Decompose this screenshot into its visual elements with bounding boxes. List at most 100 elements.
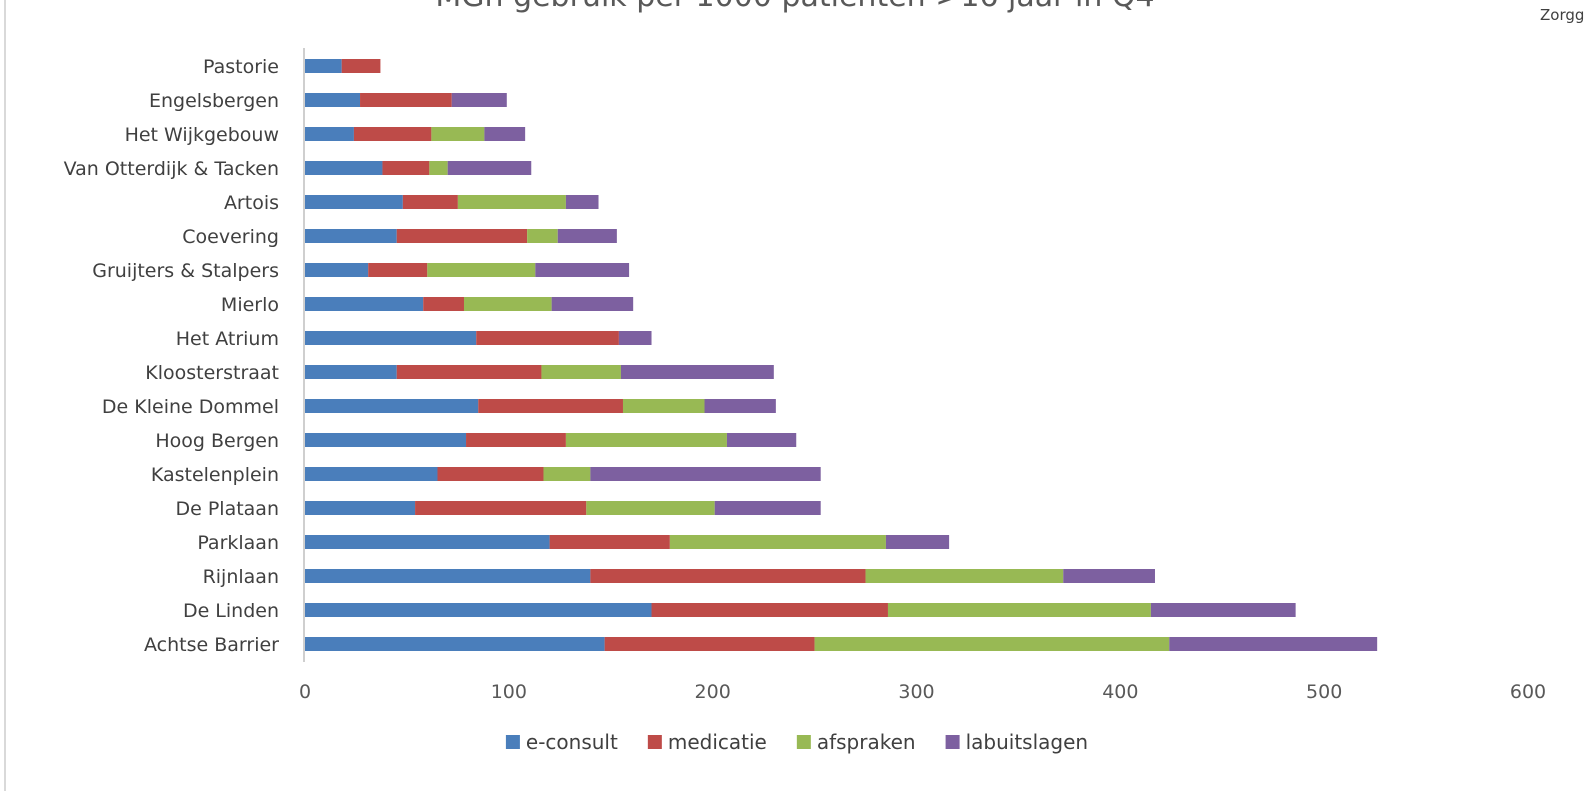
- bar-segment-labuitslagen: [484, 127, 525, 141]
- bar-segment-e-consult: [305, 229, 397, 243]
- bar-segment-labuitslagen: [1151, 603, 1296, 617]
- category-label: Het Atrium: [176, 328, 279, 350]
- bar-segment-e-consult: [305, 365, 397, 379]
- bar-segment-medicatie: [354, 127, 431, 141]
- category-label: Achtse Barrier: [144, 634, 279, 656]
- bar-segment-medicatie: [652, 603, 888, 617]
- bar-segment-medicatie: [466, 433, 566, 447]
- legend-item-e-consult: e-consult: [506, 730, 618, 754]
- x-tick-label: 500: [1306, 681, 1342, 703]
- bar-segment-e-consult: [305, 569, 590, 583]
- bar-segment-afspraken: [815, 637, 1170, 651]
- x-tick-label: 200: [695, 681, 731, 703]
- bar-segment-e-consult: [305, 399, 478, 413]
- category-label: Rijnlaan: [203, 566, 279, 588]
- bar-segment-e-consult: [305, 93, 360, 107]
- bar-segment-labuitslagen: [535, 263, 629, 277]
- category-label: De Linden: [183, 600, 279, 622]
- bar-segment-labuitslagen: [715, 501, 821, 515]
- category-label: De Plataan: [175, 498, 279, 520]
- legend-label: e-consult: [526, 730, 618, 754]
- bar-segment-medicatie: [550, 535, 670, 549]
- category-label: Van Otterdijk & Tacken: [64, 158, 279, 180]
- bar-segment-labuitslagen: [590, 467, 820, 481]
- bar-segment-afspraken: [427, 263, 535, 277]
- legend: e-consult medicatie afspraken labuitslagen: [506, 730, 1088, 754]
- x-tick-label: 100: [491, 681, 527, 703]
- category-label: Artois: [224, 192, 279, 214]
- bar-segment-labuitslagen: [727, 433, 796, 447]
- bar-segment-e-consult: [305, 263, 368, 277]
- bar-segment-medicatie: [437, 467, 543, 481]
- x-axis-ticks: 0 100 200 300 400 500 600: [299, 681, 1546, 703]
- bar-segment-medicatie: [478, 399, 623, 413]
- category-label: Mierlo: [221, 294, 279, 316]
- bar-segment-afspraken: [464, 297, 552, 311]
- x-tick-label: 400: [1102, 681, 1138, 703]
- bar-segment-labuitslagen: [619, 331, 652, 345]
- category-label: Parklaan: [197, 532, 279, 554]
- category-label: Engelsbergen: [149, 90, 279, 112]
- bar-segment-afspraken: [566, 433, 727, 447]
- bar-segment-afspraken: [458, 195, 566, 209]
- category-label: De Kleine Dommel: [102, 396, 279, 418]
- bar-segment-labuitslagen: [452, 93, 507, 107]
- bar-segment-afspraken: [623, 399, 705, 413]
- legend-swatch: [946, 735, 960, 749]
- bar-segment-afspraken: [543, 467, 590, 481]
- bar-segment-afspraken: [431, 127, 484, 141]
- bar-segment-labuitslagen: [886, 535, 949, 549]
- category-label: Gruijters & Stalpers: [92, 260, 279, 282]
- bar-segment-e-consult: [305, 161, 382, 175]
- bar-segment-labuitslagen: [1169, 637, 1377, 651]
- chart-title: MGn gebruik per 1000 patiënten >16 jaar …: [435, 0, 1154, 14]
- bar-segment-medicatie: [423, 297, 464, 311]
- bar-segment-afspraken: [586, 501, 714, 515]
- legend-swatch: [797, 735, 811, 749]
- bar-segment-medicatie: [360, 93, 452, 107]
- bar-segment-e-consult: [305, 467, 437, 481]
- bar-segment-medicatie: [397, 365, 542, 379]
- bar-segment-medicatie: [476, 331, 619, 345]
- bar-segment-afspraken: [866, 569, 1064, 583]
- bar-segment-medicatie: [342, 59, 381, 73]
- bar-segment-labuitslagen: [552, 297, 634, 311]
- legend-item-labuitslagen: labuitslagen: [946, 730, 1089, 754]
- bar-segment-medicatie: [590, 569, 865, 583]
- category-label: Kloosterstraat: [145, 362, 279, 384]
- bar-segment-afspraken: [429, 161, 447, 175]
- bars-group: [305, 59, 1377, 651]
- bar-segment-e-consult: [305, 637, 605, 651]
- bar-segment-labuitslagen: [621, 365, 774, 379]
- bar-segment-afspraken: [527, 229, 558, 243]
- bar-segment-e-consult: [305, 59, 342, 73]
- bar-segment-e-consult: [305, 195, 403, 209]
- corner-label: Zorgg: [1540, 6, 1584, 24]
- category-label: Hoog Bergen: [155, 430, 279, 452]
- x-tick-label: 600: [1510, 681, 1546, 703]
- bar-segment-labuitslagen: [1063, 569, 1155, 583]
- legend-label: medicatie: [668, 730, 767, 754]
- bar-segment-labuitslagen: [705, 399, 776, 413]
- bar-segment-medicatie: [415, 501, 586, 515]
- category-label: Coevering: [182, 226, 279, 248]
- bar-segment-e-consult: [305, 501, 415, 515]
- bar-segment-e-consult: [305, 603, 652, 617]
- bar-segment-e-consult: [305, 535, 550, 549]
- bar-segment-afspraken: [888, 603, 1151, 617]
- bar-segment-medicatie: [403, 195, 458, 209]
- bar-segment-medicatie: [605, 637, 815, 651]
- bar-segment-e-consult: [305, 331, 476, 345]
- legend-swatch: [648, 735, 662, 749]
- legend-item-afspraken: afspraken: [797, 730, 916, 754]
- legend-item-medicatie: medicatie: [648, 730, 767, 754]
- bar-segment-e-consult: [305, 297, 423, 311]
- bar-segment-medicatie: [397, 229, 527, 243]
- category-label: Kastelenplein: [151, 464, 279, 486]
- legend-label: afspraken: [817, 730, 916, 754]
- x-tick-label: 0: [299, 681, 311, 703]
- bar-segment-e-consult: [305, 433, 466, 447]
- bar-segment-medicatie: [368, 263, 427, 277]
- category-labels: Pastorie Engelsbergen Het Wijkgebouw Van Ot…: [64, 56, 280, 656]
